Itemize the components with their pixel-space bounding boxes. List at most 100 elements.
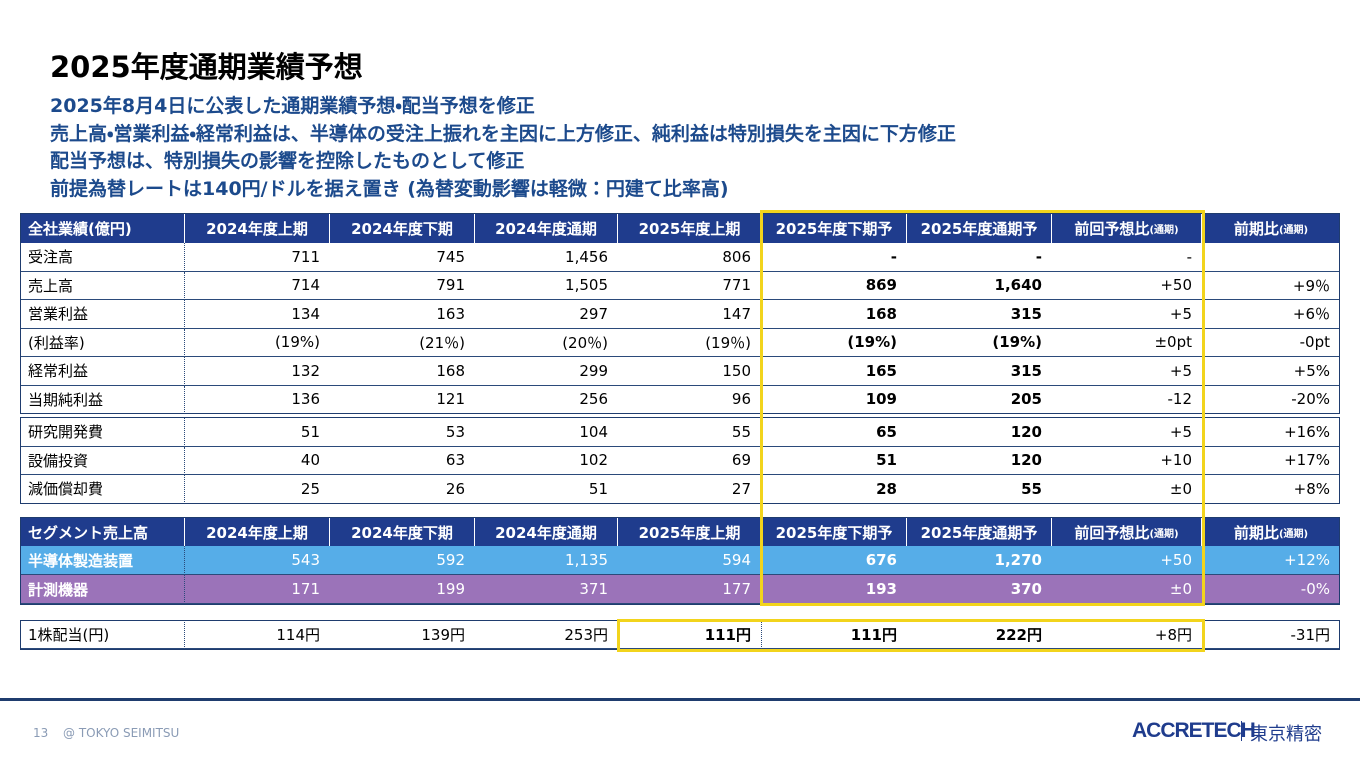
header-cell: 2025年度下期予 bbox=[762, 517, 907, 547]
header-cell: 2024年度下期 bbox=[330, 517, 475, 547]
value-cell: 28 bbox=[762, 475, 907, 504]
header-cell: 2024年度上期 bbox=[185, 213, 330, 243]
value-cell: 53 bbox=[330, 418, 475, 447]
value-cell: 120 bbox=[907, 447, 1052, 475]
bullet: 売上高・営業利益・経常利益は、半導体の受注上振れを主因に上方修正、純利益は特別損… bbox=[50, 123, 956, 145]
value-cell: 63 bbox=[330, 447, 475, 475]
value-cell: 26 bbox=[330, 475, 475, 504]
value-cell: -20% bbox=[1202, 386, 1340, 414]
value-cell: 1,505 bbox=[475, 272, 618, 300]
value-cell: 114円 bbox=[185, 620, 330, 649]
value-cell: 51 bbox=[762, 447, 907, 475]
value-cell: -0pt bbox=[1202, 329, 1340, 357]
value-cell: 96 bbox=[618, 385, 762, 414]
value-cell: +9％ bbox=[1202, 272, 1340, 300]
value-cell: 370 bbox=[907, 575, 1052, 604]
header-subtext: (通期) bbox=[1278, 224, 1309, 236]
value-cell: +6％ bbox=[1202, 300, 1340, 329]
value-cell: -0% bbox=[1202, 575, 1340, 604]
value-cell: +10 bbox=[1052, 447, 1202, 475]
header-text: 前回予想比 bbox=[1074, 219, 1150, 238]
value-cell: (19%) bbox=[185, 329, 330, 357]
value-cell: 132 bbox=[185, 357, 330, 386]
value-cell: 168 bbox=[330, 357, 475, 386]
value-cell: ±0 bbox=[1052, 475, 1202, 504]
value-cell: 51 bbox=[475, 475, 618, 504]
value-cell: 25 bbox=[185, 475, 330, 504]
row-label: 当期純利益 bbox=[20, 385, 185, 414]
value-cell: 253円 bbox=[475, 620, 618, 649]
value-cell: 791 bbox=[330, 272, 475, 300]
value-cell: 594 bbox=[618, 546, 762, 575]
row-label: 計測機器 bbox=[20, 575, 185, 604]
value-cell: 1,456 bbox=[475, 243, 618, 272]
brand-name-jp: 東京精密 bbox=[1250, 724, 1322, 745]
row-label: 減価償却費 bbox=[20, 475, 185, 504]
brand-separator bbox=[1241, 721, 1242, 741]
value-cell: 297 bbox=[475, 300, 618, 329]
value-cell: 1,135 bbox=[475, 546, 618, 575]
header-subtext: (通期) bbox=[1149, 528, 1179, 540]
row-label: 設備投資 bbox=[20, 446, 185, 475]
value-cell: +5 bbox=[1052, 300, 1202, 329]
value-cell: 869 bbox=[762, 272, 907, 300]
header-cell: 前回予想比 (通期) bbox=[1052, 213, 1202, 243]
header-cell: 2025年度上期 bbox=[618, 517, 762, 547]
value-cell: (19％) bbox=[618, 328, 762, 357]
value-cell: +50 bbox=[1052, 546, 1202, 575]
header-text: 前期比 bbox=[1233, 523, 1279, 542]
value-cell: +5 bbox=[1052, 357, 1202, 386]
value-cell: 315 bbox=[907, 300, 1052, 329]
header-cell: 前期比 (通期) bbox=[1202, 517, 1340, 547]
value-cell: (20％) bbox=[475, 329, 618, 357]
value-cell: -31円 bbox=[1202, 620, 1340, 649]
value-cell: 771 bbox=[618, 271, 762, 300]
value-cell: +8% bbox=[1202, 475, 1340, 504]
header-cell: 2025年度下期予 bbox=[762, 213, 907, 243]
header-subtext: (通期) bbox=[1149, 224, 1179, 236]
value-cell: 111円 bbox=[618, 620, 762, 649]
header-cell: 2025年度上期 bbox=[618, 213, 762, 243]
value-cell: +12% bbox=[1202, 546, 1340, 575]
header-cell: セグメント売上高 bbox=[20, 517, 185, 547]
value-cell: 1,270 bbox=[907, 546, 1052, 575]
page-number: 13 bbox=[33, 726, 49, 740]
value-cell: +17% bbox=[1202, 447, 1340, 475]
value-cell: - bbox=[1052, 243, 1202, 272]
value-cell: 121 bbox=[330, 386, 475, 414]
value-cell: +16% bbox=[1202, 418, 1340, 447]
value-cell: 714 bbox=[185, 272, 330, 300]
header-cell: 2024年度上期 bbox=[185, 517, 330, 547]
value-cell: - bbox=[762, 243, 907, 272]
value-cell: (21％) bbox=[330, 329, 475, 357]
value-cell: 543 bbox=[185, 546, 330, 575]
value-cell: 109 bbox=[762, 386, 907, 414]
header-cell: 前回予想比 (通期) bbox=[1052, 517, 1202, 547]
value-cell: 1,640 bbox=[907, 272, 1052, 300]
bullet: 2025年8月4日に公表した通期業績予想・配当予想を修正 bbox=[50, 95, 535, 117]
value-cell: 299 bbox=[475, 357, 618, 386]
value-cell: (19%) bbox=[907, 329, 1052, 357]
value-cell: +8円 bbox=[1052, 620, 1202, 649]
value-cell: +50 bbox=[1052, 272, 1202, 300]
value-cell: 150 bbox=[618, 357, 762, 386]
value-cell: 40 bbox=[185, 447, 330, 475]
value-cell: 134 bbox=[185, 300, 330, 329]
value-cell: 163 bbox=[330, 300, 475, 329]
value-cell: 120 bbox=[907, 418, 1052, 447]
value-cell: 27 bbox=[618, 475, 762, 504]
slide-title: 2025年度通期業績予想 bbox=[50, 50, 363, 84]
row-label: 売上高 bbox=[20, 271, 185, 300]
value-cell: ±0 bbox=[1052, 575, 1202, 604]
value-cell: 136 bbox=[185, 386, 330, 414]
value-cell: 55 bbox=[907, 475, 1052, 504]
value-cell: +5 bbox=[1052, 418, 1202, 447]
header-cell: 2025年度通期予 bbox=[907, 213, 1052, 243]
value-cell: 256 bbox=[475, 386, 618, 414]
row-label: 研究開発費 bbox=[20, 418, 185, 447]
row-label: (利益率) bbox=[20, 328, 185, 357]
value-cell bbox=[1202, 243, 1340, 272]
value-cell: 193 bbox=[762, 575, 907, 604]
value-cell: 147 bbox=[618, 300, 762, 329]
